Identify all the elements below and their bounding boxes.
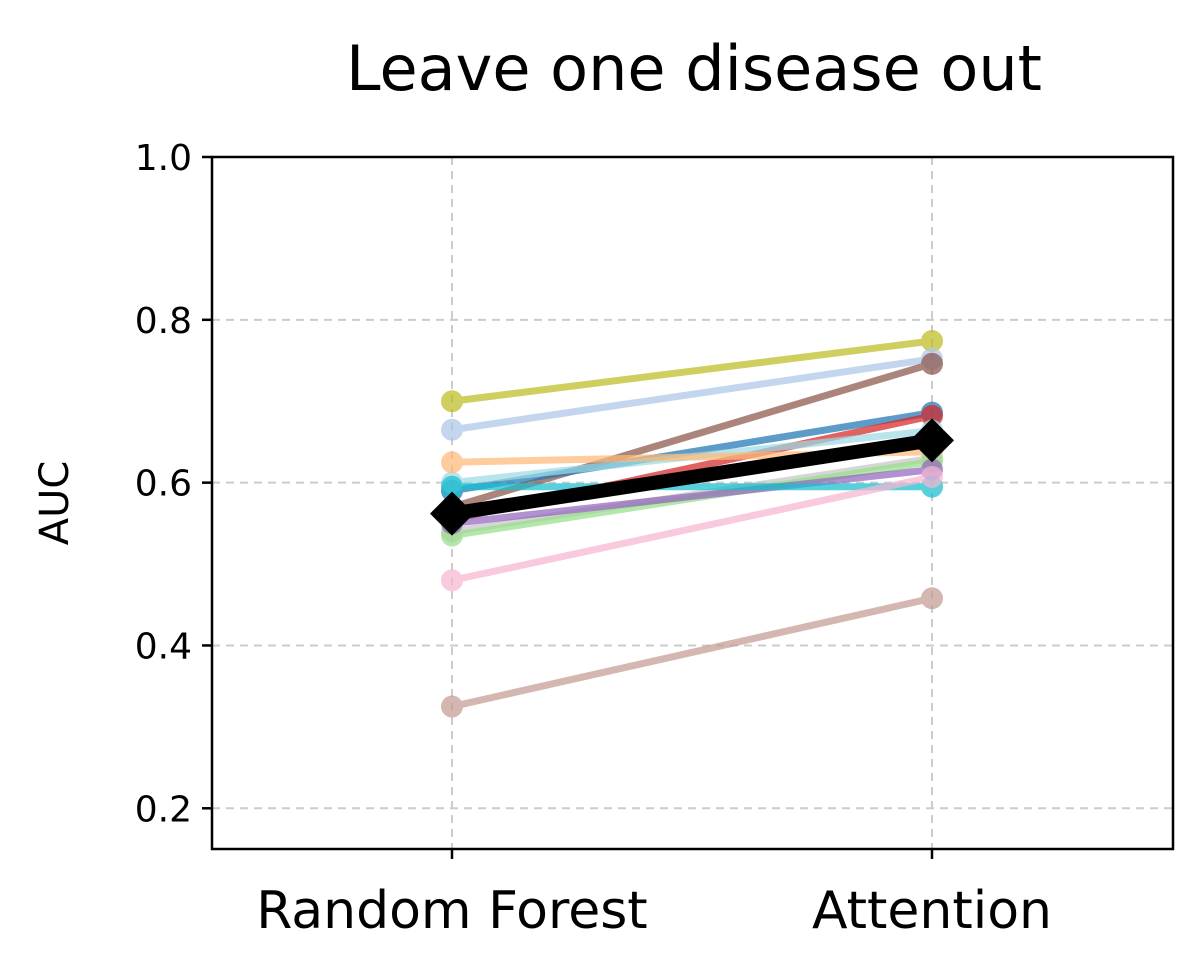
mean-point <box>430 491 474 536</box>
series-segment <box>448 355 936 434</box>
series-point <box>921 352 943 375</box>
y-tick-label: 0.4 <box>135 626 192 667</box>
series-point <box>921 587 943 610</box>
series-point <box>441 418 463 441</box>
y-axis-label: AUC <box>32 461 78 546</box>
series-segment <box>448 594 936 711</box>
mean-segment <box>450 433 934 521</box>
series-segment <box>448 409 936 495</box>
x-axis-ticks: Random Forest Attention <box>256 849 1052 941</box>
y-tick-label: 0.8 <box>135 301 192 342</box>
series-segment <box>448 360 936 511</box>
series-lines <box>441 329 943 718</box>
plot-frame <box>210 155 1175 851</box>
series-point <box>921 329 943 352</box>
y-tick-label: 0.2 <box>135 789 192 830</box>
x-tick-label: Random Forest <box>256 881 647 941</box>
series-point <box>441 390 463 413</box>
series-line <box>441 465 943 592</box>
series-segment <box>448 473 936 584</box>
y-tick-label: 1.0 <box>135 138 192 179</box>
series-segment <box>448 337 936 405</box>
mean-point <box>910 418 954 463</box>
y-tick-label: 0.6 <box>135 464 192 505</box>
y-axis-ticks: 0.2 0.4 0.6 0.8 1.0 <box>135 138 212 830</box>
grid <box>212 157 1173 849</box>
series-point <box>441 451 463 474</box>
series-point <box>441 569 463 592</box>
x-tick-label: Attention <box>812 881 1052 941</box>
series-point <box>921 465 943 488</box>
series-point <box>441 695 463 718</box>
series-line <box>441 329 943 413</box>
series-line <box>441 587 943 718</box>
series-point <box>441 475 463 498</box>
series-segment <box>448 466 936 527</box>
mean-line <box>430 418 954 536</box>
chart-title: Leave one disease out <box>346 32 1042 105</box>
